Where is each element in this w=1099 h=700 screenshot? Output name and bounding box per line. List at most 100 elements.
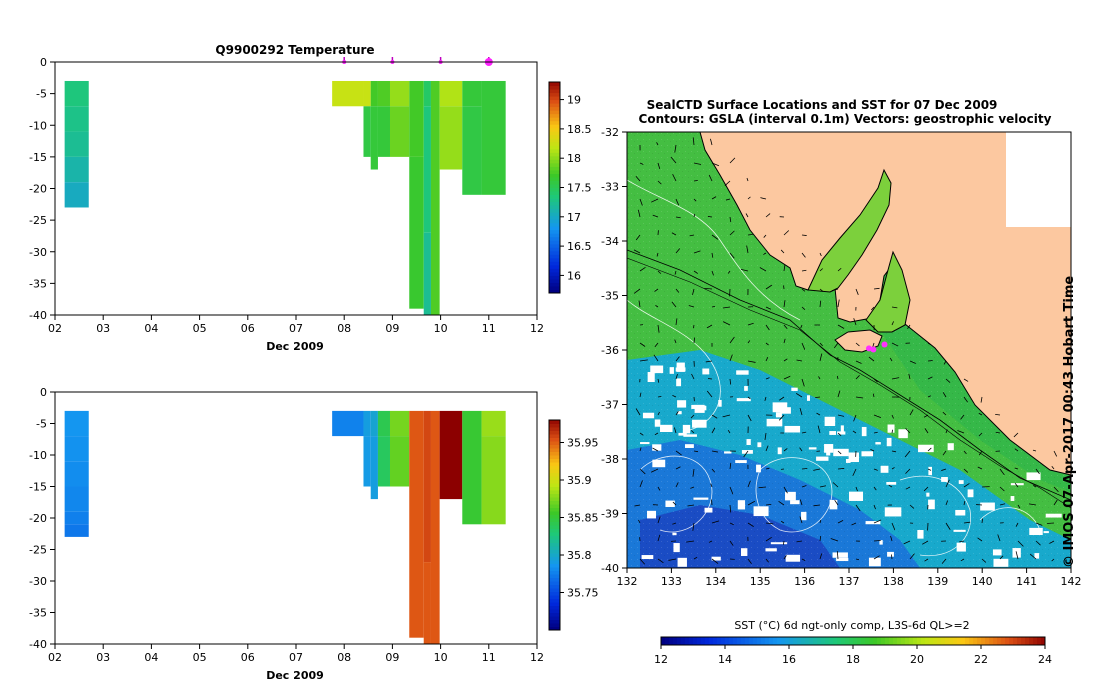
velocity-vector (780, 249, 785, 254)
colorbar-swatch (549, 138, 560, 143)
colorbar-swatch (549, 434, 560, 438)
profile-cell (430, 410, 440, 644)
velocity-vector (799, 408, 803, 416)
velocity-vector (836, 551, 839, 560)
profile-cell (439, 80, 463, 107)
temperature-colorbar: 16 16.5 17 17.5 18 18.5 19 (548, 81, 592, 294)
velocity-vector (801, 468, 808, 470)
temperature-panel: Q9900292 Temperature 02 03 04 05 06 07 08 09 10 1… (29, 43, 591, 353)
cloud-gap (691, 404, 696, 409)
x-tick-label: 10 (434, 322, 448, 335)
colorbar-swatch (549, 113, 560, 118)
colorbar-swatch (549, 96, 560, 101)
colorbar-swatch (549, 556, 560, 561)
velocity-vector (813, 504, 821, 507)
profile-cell (64, 486, 89, 512)
colorbar-swatch (549, 605, 560, 610)
colorbar-swatch (549, 85, 560, 90)
seal-locations (865, 341, 888, 353)
x-tick-label: 10 (434, 651, 448, 664)
cloud-gap (737, 500, 746, 510)
colorbar-swatch (549, 212, 560, 217)
velocity-vector (692, 137, 695, 146)
velocity-vector (653, 354, 659, 362)
colorbar-frame (548, 419, 561, 631)
velocity-vector (909, 409, 914, 416)
cloud-gap (829, 431, 837, 435)
colorbar-swatch (853, 637, 858, 645)
velocity-vector (963, 521, 971, 524)
colorbar-tick-label: 12 (654, 653, 668, 666)
cloud-gap (642, 412, 655, 419)
velocity-vector (945, 378, 951, 383)
velocity-vector (746, 177, 749, 182)
cloud-gap (918, 444, 934, 453)
colorbar-swatch (865, 637, 870, 645)
velocity-vector (675, 482, 679, 488)
cloud-gap (746, 439, 751, 446)
colorbar-swatch (549, 183, 560, 188)
cloud-gap (928, 499, 935, 510)
y-tick-label: -15 (29, 151, 47, 164)
velocity-vector (765, 377, 770, 380)
y-tick-label: -40 (601, 562, 619, 575)
cloud-gap (785, 491, 796, 501)
velocity-vector (801, 269, 807, 272)
y-tick-label: -5 (36, 88, 47, 101)
x-tick-label: 03 (96, 651, 110, 664)
map-subtitle: Contours: GSLA (interval 0.1m) Vectors: … (639, 112, 1052, 126)
velocity-vector (747, 322, 754, 326)
cloud-gap (775, 412, 782, 418)
velocity-vector (675, 356, 680, 362)
colorbar-swatch (549, 278, 560, 283)
velocity-vector (675, 450, 682, 456)
velocity-vector (747, 233, 753, 236)
velocity-vector (674, 427, 677, 434)
cloud-gap (741, 548, 748, 556)
velocity-vector (691, 430, 695, 434)
x-tick-label: 04 (144, 322, 158, 335)
velocity-vector (851, 522, 857, 526)
velocity-vector (837, 432, 842, 437)
velocity-vector (855, 375, 860, 380)
x-tick-label: 136 (794, 575, 815, 588)
velocity-vector (675, 216, 681, 219)
y-tick-label: -38 (601, 453, 619, 466)
velocity-vector (780, 520, 785, 524)
x-tick-label: 09 (385, 322, 399, 335)
velocity-vector (724, 180, 731, 186)
cloud-gap (816, 456, 829, 461)
colorbar-swatch (549, 198, 560, 203)
profile-cell (389, 410, 410, 437)
velocity-vector (855, 486, 858, 492)
colorbar-swatch (549, 250, 560, 255)
velocity-vector (963, 483, 970, 488)
cloud-gap (676, 378, 682, 387)
velocity-vector (778, 414, 785, 421)
velocity-vector (639, 162, 644, 165)
velocity-vector (672, 395, 677, 398)
velocity-vector (747, 558, 752, 564)
colorbar-swatch (741, 637, 746, 645)
colorbar-swatch (549, 166, 560, 171)
colorbar-swatch (721, 637, 726, 645)
velocity-vector (1053, 499, 1058, 506)
cloud-gap (887, 551, 894, 557)
cloud-gap (886, 482, 897, 485)
velocity-vector (927, 376, 933, 380)
velocity-vector (909, 360, 916, 364)
cloud-gap (640, 442, 650, 445)
velocity-vector (687, 504, 695, 507)
colorbar-swatch (549, 285, 560, 290)
velocity-vector (783, 300, 786, 308)
cloud-gap (926, 492, 930, 497)
cloud-gap (756, 464, 761, 473)
colorbar-swatch (549, 623, 560, 627)
velocity-vector (1029, 553, 1037, 560)
colorbar-swatch (857, 637, 862, 645)
velocity-vector (763, 234, 767, 238)
cloud-gap (736, 370, 749, 375)
profile-cell (389, 436, 410, 487)
velocity-vector (765, 342, 769, 346)
profile-cell (363, 106, 371, 157)
